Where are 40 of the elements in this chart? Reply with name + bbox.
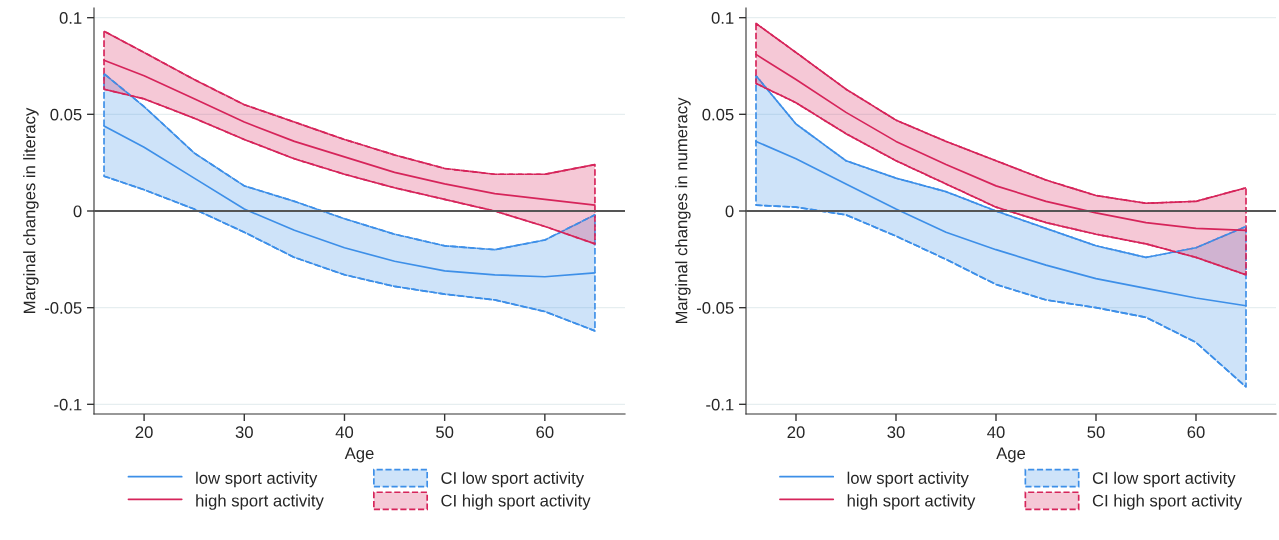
y-tick-label: -0.1	[706, 398, 734, 411]
legend-label: CI low sport activity	[1092, 471, 1236, 488]
x-tick-label: 60	[1187, 426, 1205, 439]
legend-label: CI high sport activity	[441, 494, 591, 510]
x-tick-label: 60	[536, 426, 554, 439]
legend-label: high sport activity	[847, 494, 976, 510]
line-series	[103, 59, 596, 207]
legend-label: high sport activity	[196, 494, 324, 510]
legend-label: low sport activity	[196, 471, 318, 488]
line-series	[755, 22, 1247, 205]
x-axis-title: Age	[344, 447, 374, 463]
x-tick-label: 40	[335, 426, 354, 439]
y-tick-label: -0.05	[696, 302, 734, 314]
line-series	[103, 30, 596, 176]
y-tick-label: -0.05	[44, 302, 82, 314]
legend-label: CI low sport activity	[441, 471, 585, 488]
y-tick-label: 0	[73, 205, 82, 218]
line-series	[755, 140, 1247, 307]
x-axis-title: Age	[996, 447, 1026, 463]
x-tick-label: 50	[1087, 426, 1105, 439]
line-series	[103, 125, 596, 278]
y-tick-label: 0	[725, 205, 734, 218]
legend-label: low sport activity	[847, 471, 969, 488]
line-series	[755, 204, 1247, 388]
line-series	[103, 175, 596, 332]
y-axis-title: Marginal changes in numeracy	[675, 97, 691, 324]
y-tick-label: 0.1	[59, 12, 82, 24]
y-tick-label: 0.05	[702, 108, 734, 121]
y-axis-title: Marginal changes in literacy	[23, 107, 39, 313]
legend-label: CI high sport activity	[1092, 494, 1243, 510]
x-tick-label: 20	[787, 426, 805, 439]
x-tick-label: 30	[887, 426, 905, 439]
y-tick-label: 0.05	[50, 108, 82, 121]
y-tick-label: -0.1	[54, 398, 82, 411]
y-tick-label: 0.1	[711, 12, 734, 24]
x-tick-label: 20	[135, 426, 153, 439]
x-tick-label: 40	[987, 426, 1005, 439]
x-tick-label: 30	[235, 426, 253, 439]
x-tick-label: 50	[436, 426, 454, 439]
line-series	[755, 53, 1247, 232]
